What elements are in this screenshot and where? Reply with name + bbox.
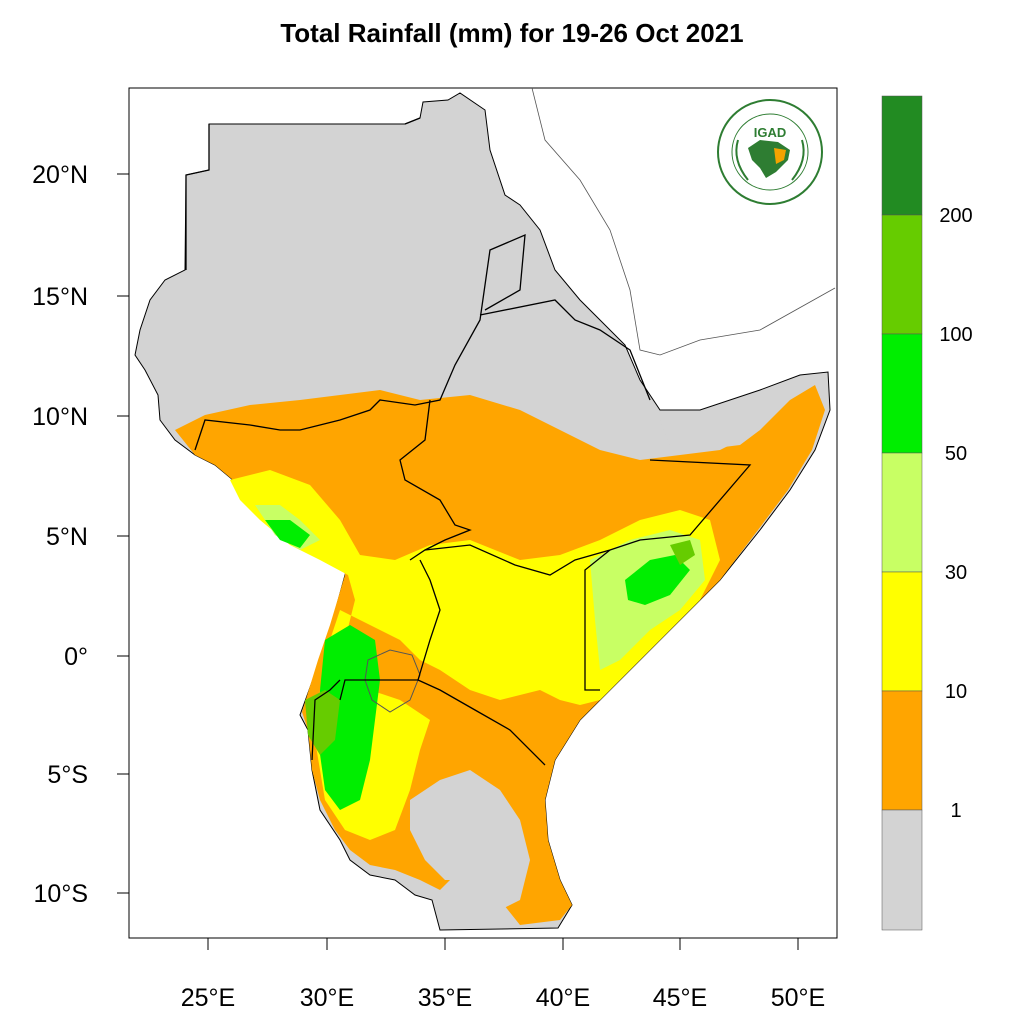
lon-tick-label: 30°E [300,984,354,1012]
colorbar-swatch [881,95,923,216]
lake-victoria [364,649,421,713]
colorbar-label: 30 [945,562,967,584]
coastline-outside [531,87,836,356]
colorbar-label: 100 [939,324,972,346]
very-heavy-rain-zone-east [625,555,690,605]
lon-ticks: 25°E 30°E 35°E 40°E 45°E 50°E [181,938,825,1012]
lon-tick-label: 35°E [418,984,472,1012]
colorbar-label: 10 [945,681,967,703]
lat-tick-label: 5°N [46,523,88,551]
extreme-rain-zone [305,690,340,755]
dry-patch-somalia [660,405,760,450]
lat-tick-label: 0° [64,643,88,671]
colorbar-label: 200 [939,205,972,227]
lat-tick-label: 5°S [47,761,88,789]
igad-logo: IGAD [717,99,823,205]
dry-patch-south [410,770,530,910]
lon-tick-label: 40°E [536,984,590,1012]
very-heavy-rain-zone-nw [265,520,310,548]
lon-tick-label: 50°E [771,984,825,1012]
colorbar: 200 100 50 30 10 1 [881,95,973,931]
extreme-rain-zone-east [670,540,695,565]
colorbar-swatch [881,571,923,692]
lat-ticks: 20°N 15°N 10°N 5°N 0° 5°S 10°S [32,161,129,908]
logo-name: IGAD [754,125,787,140]
lat-tick-label: 15°N [32,283,88,311]
colorbar-swatch [881,333,923,454]
country-borders [185,117,752,766]
colorbar-label: 1 [950,800,961,822]
horn-highlight-icon [774,148,786,164]
very-heavy-rain-zone [318,625,380,810]
lon-tick-label: 45°E [653,984,707,1012]
laurel-right-icon [791,139,805,181]
colorbar-swatch [881,452,923,573]
lat-tick-label: 20°N [32,161,88,189]
lat-tick-label: 10°S [34,880,88,908]
lon-tick-label: 25°E [181,984,235,1012]
laurel-left-icon [735,139,749,181]
colorbar-label: 50 [945,443,967,465]
colorbar-swatch [881,809,923,931]
lat-tick-label: 10°N [32,403,88,431]
colorbar-swatch [881,214,923,335]
map-title: Total Rainfall (mm) for 19-26 Oct 2021 [280,18,744,48]
colorbar-swatch [881,690,923,811]
